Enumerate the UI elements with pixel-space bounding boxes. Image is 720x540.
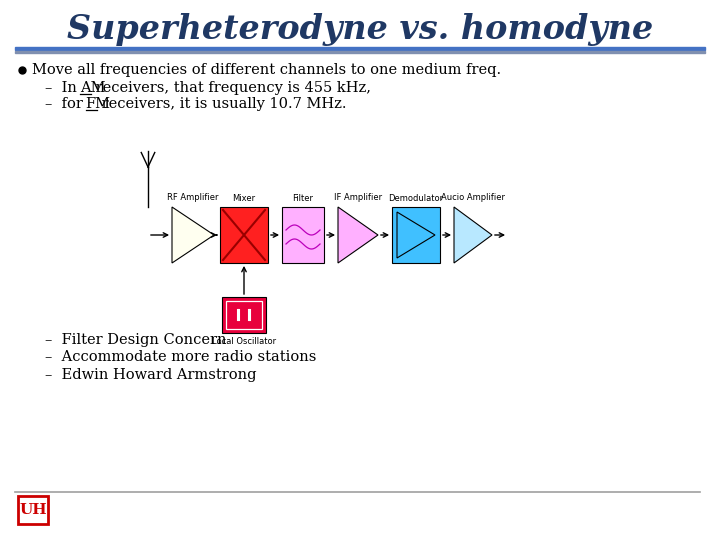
Text: IF Amplifier: IF Amplifier <box>334 193 382 202</box>
Bar <box>222 297 266 333</box>
Text: Local Oscillator: Local Oscillator <box>212 337 276 346</box>
Text: FM: FM <box>86 97 111 111</box>
Text: RF Amplifier: RF Amplifier <box>167 193 219 202</box>
Text: AM: AM <box>80 81 105 95</box>
Text: Superheterodyne vs. homodyne: Superheterodyne vs. homodyne <box>67 14 653 46</box>
Polygon shape <box>172 207 214 263</box>
Bar <box>18 496 48 524</box>
Text: Filter: Filter <box>292 194 313 203</box>
Text: –  Accommodate more radio stations: – Accommodate more radio stations <box>45 350 316 364</box>
Text: –  Filter Design Concern: – Filter Design Concern <box>45 333 227 347</box>
Text: receivers, that frequency is 455 kHz,: receivers, that frequency is 455 kHz, <box>91 81 372 95</box>
Bar <box>15 47 705 50</box>
Text: receivers, it is usually 10.7 MHz.: receivers, it is usually 10.7 MHz. <box>97 97 347 111</box>
Text: Mixer: Mixer <box>233 194 256 203</box>
Polygon shape <box>454 207 492 263</box>
Text: Demodulator: Demodulator <box>388 194 444 203</box>
Bar <box>220 207 268 263</box>
Bar <box>15 51 705 53</box>
Text: –  Edwin Howard Armstrong: – Edwin Howard Armstrong <box>45 368 256 382</box>
Bar <box>282 207 324 263</box>
Text: UH: UH <box>19 503 47 517</box>
Polygon shape <box>338 207 378 263</box>
Bar <box>392 207 440 263</box>
Text: Aucio Amplifier: Aucio Amplifier <box>441 193 505 202</box>
Bar <box>226 301 262 329</box>
Text: –  for: – for <box>45 97 88 111</box>
Text: Move all frequencies of different channels to one medium freq.: Move all frequencies of different channe… <box>32 63 501 77</box>
Text: –  In: – In <box>45 81 81 95</box>
